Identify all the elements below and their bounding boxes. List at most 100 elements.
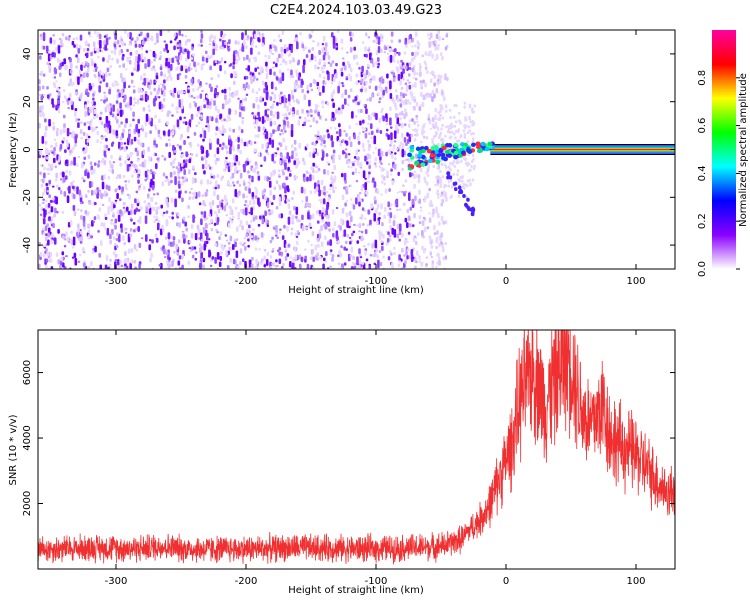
spectrogram-cell: [318, 73, 322, 78]
spectrogram-cell: [326, 102, 330, 106]
spectrogram-cell: [297, 120, 301, 126]
spectrogram-cell: [115, 244, 119, 249]
spectrogram-cell: [171, 103, 174, 108]
spectrogram-cell: [311, 248, 314, 255]
spectrogram-cell: [377, 36, 381, 45]
spectrogram-cell: [428, 187, 431, 192]
spectrogram-cell: [283, 48, 287, 54]
spectrogram-cell: [329, 265, 333, 268]
x-tick-label: -200: [235, 276, 258, 287]
spectrogram-cell: [186, 136, 190, 139]
spectrogram-cell: [281, 30, 285, 36]
spectrogram-cell: [408, 66, 412, 71]
spectrogram-cell: [340, 67, 343, 72]
spectrogram-cell: [138, 185, 141, 188]
spectrogram-cell: [416, 120, 419, 124]
spectrogram-cell: [194, 232, 198, 241]
spectrogram-cell: [181, 176, 185, 180]
spectrogram-cell: [472, 157, 475, 161]
spectrogram-cell: [260, 164, 263, 167]
spectrogram-cell: [261, 32, 265, 37]
spectrogram-cell: [286, 105, 289, 112]
spectrogram-cell: [431, 89, 435, 95]
spectrogram-cell: [120, 88, 123, 93]
spectrogram-cell: [376, 127, 380, 130]
spectrogram-cell: [105, 104, 109, 109]
spectrogram-cell: [467, 125, 471, 129]
spectrogram-cell: [119, 136, 123, 141]
spectrogram-cell: [356, 256, 359, 266]
spectrogram-cell: [416, 45, 420, 50]
spectrogram-cell: [245, 67, 248, 71]
spectrogram-cell: [102, 222, 106, 228]
spectrogram-cell: [153, 58, 156, 62]
spectrogram-cell: [337, 140, 341, 143]
spectrogram-cell: [324, 42, 328, 48]
spectrogram-cell: [159, 136, 162, 140]
spectrogram-cell: [219, 65, 222, 72]
spectrogram-cell: [86, 100, 90, 104]
spectrogram-cell: [373, 212, 377, 222]
spectrogram-cell: [408, 39, 412, 44]
spectrogram-cell: [433, 232, 437, 235]
spectrogram-cell: [216, 114, 219, 118]
spectrogram-cells: [38, 30, 476, 269]
spectrogram-cell: [240, 103, 243, 106]
spectrogram-cell: [180, 183, 184, 186]
spectrogram-cell: [105, 184, 109, 190]
spectrogram-cell: [87, 235, 90, 240]
spectrogram-cell: [323, 144, 327, 148]
spectrogram-cell: [435, 53, 439, 60]
spectrogram-cell: [225, 249, 228, 256]
spectrogram-cell: [99, 141, 103, 144]
spectrogram-cell: [303, 94, 307, 101]
spectrogram-cell: [231, 145, 235, 150]
spectrogram-cell: [435, 131, 438, 135]
spectrogram-cell: [248, 174, 251, 179]
spectrogram-cell: [183, 116, 187, 119]
spectrogram-cell: [130, 160, 133, 164]
spectrogram-cell: [261, 143, 264, 150]
spectrogram-cell: [218, 261, 222, 268]
spectrogram-cell: [358, 223, 362, 229]
spectrogram-cell: [339, 252, 343, 258]
spectrogram-cell: [256, 170, 260, 175]
spectrogram-cell: [184, 74, 188, 79]
spectrogram-cell: [185, 151, 189, 158]
spectrogram-cell: [177, 126, 181, 130]
spectrogram-cell: [280, 52, 284, 59]
spectrogram-cell: [238, 169, 241, 173]
spectrogram-cell: [286, 198, 289, 203]
spectrogram-cell: [422, 125, 426, 129]
spectrogram-cell: [399, 103, 403, 108]
spectrogram-cell: [172, 236, 176, 241]
spectrogram-cell: [51, 151, 54, 154]
spectrogram-cell: [184, 162, 188, 168]
spectrogram-cell: [94, 47, 97, 52]
spectrogram-cell: [112, 129, 115, 136]
spectrogram-cell: [271, 153, 274, 162]
spectrogram-cell: [166, 259, 169, 264]
spectrogram-cell: [364, 250, 367, 256]
spectrogram-cell: [200, 245, 203, 251]
spectrogram-cell: [162, 104, 166, 109]
spectrogram-cell: [39, 252, 43, 257]
spectrogram-cell: [380, 203, 383, 210]
spectrogram-cell: [265, 61, 268, 67]
spectrogram-cell: [261, 80, 265, 84]
spectrogram-cell: [389, 225, 392, 231]
spectrogram-cell: [419, 104, 423, 107]
spectrogram-cell: [445, 109, 448, 113]
spectrogram-cell: [63, 177, 66, 183]
spectrogram-cell: [322, 54, 326, 61]
spectrogram-cell: [326, 169, 330, 176]
spectrogram-cell: [461, 179, 464, 183]
spectrogram-cell: [378, 77, 382, 83]
spectrogram-cell: [148, 155, 151, 162]
spectrogram-cell: [447, 180, 451, 184]
spectrogram-cell: [257, 111, 260, 120]
spectrogram-cell: [411, 84, 415, 88]
spectrogram-cell: [42, 218, 46, 225]
spectrogram-cell: [117, 265, 121, 269]
spectrogram-cell: [47, 227, 51, 234]
